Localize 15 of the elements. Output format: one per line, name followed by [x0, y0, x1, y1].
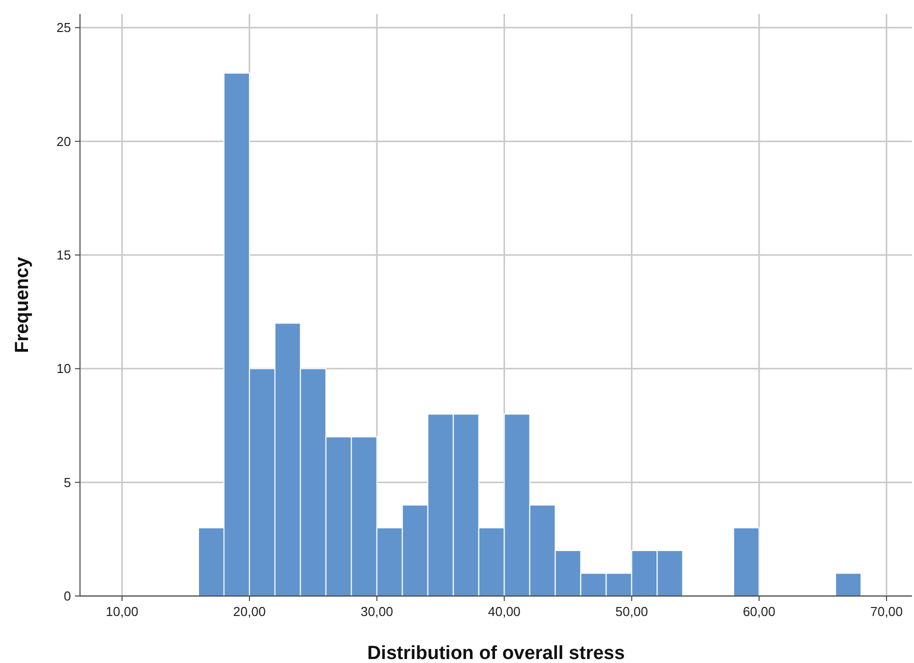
y-tick-label: 0	[64, 588, 71, 604]
y-tick-label: 20	[56, 134, 71, 149]
x-tick-label: 60,00	[742, 604, 776, 619]
x-tick-label: 70,00	[870, 604, 903, 619]
y-tick-label: 10	[56, 361, 71, 376]
y-tick-label: 15	[56, 248, 71, 263]
y-axis-title: Frequency	[12, 256, 33, 354]
y-tick-label: 25	[56, 20, 71, 36]
x-tick-label: 20,00	[233, 604, 266, 619]
x-tick-label: 50,00	[615, 604, 648, 619]
x-tick-label: 30,00	[360, 604, 394, 619]
x-tick-label: 10,00	[106, 604, 138, 619]
x-axis-title: Distribution of overall stress	[367, 643, 625, 663]
x-tick-label: 40,00	[488, 604, 521, 619]
y-tick-label: 5	[64, 474, 71, 490]
